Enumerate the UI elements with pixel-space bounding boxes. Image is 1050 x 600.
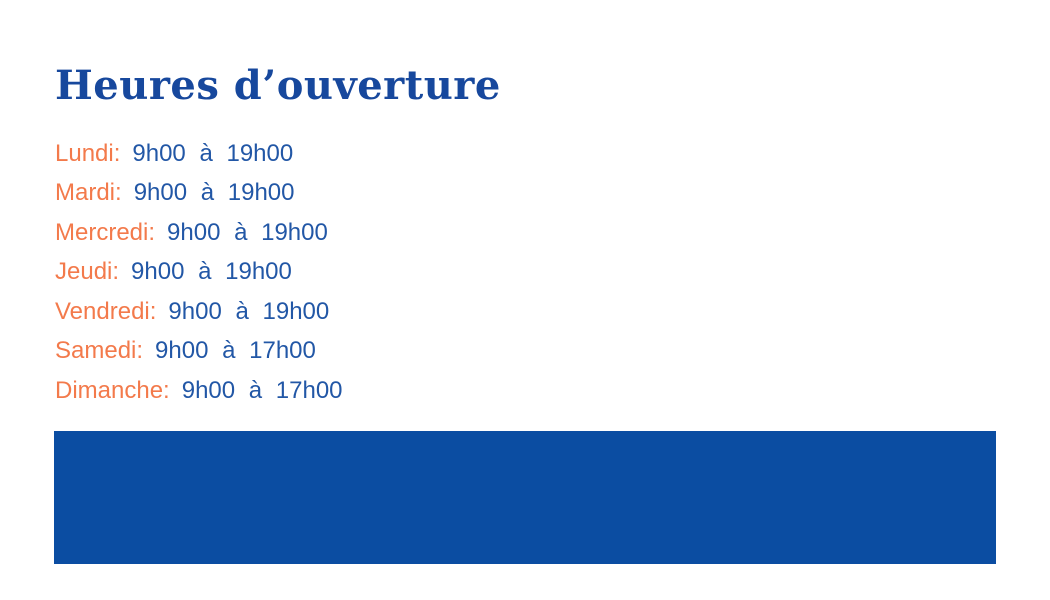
hours-list: Lundi: 9h00 à 19h00 Mardi: 9h00 à 19h00 … [55,134,343,411]
day-label: Lundi: [55,139,121,167]
time-value: 9h00 à 19h00 [168,297,330,325]
hours-row-tuesday: Mardi: 9h00 à 19h00 [55,174,343,214]
time-value: 9h00 à 19h00 [167,218,328,246]
hours-row-thursday: Jeudi: 9h00 à 19h00 [55,253,343,293]
day-label: Mercredi: [55,218,156,246]
hours-row-monday: Lundi: 9h00 à 19h00 [55,134,343,174]
time-value: 9h00 à 17h00 [155,337,316,365]
blue-banner [54,431,996,564]
day-label: Mardi: [55,179,122,207]
hours-row-wednesday: Mercredi: 9h00 à 19h00 [55,213,343,253]
hours-row-friday: Vendredi: 9h00 à 19h00 [55,292,343,332]
page-title: Heures d’ouverture [55,62,501,109]
time-value: 9h00 à 19h00 [131,258,292,286]
day-label: Vendredi: [55,297,157,325]
day-label: Dimanche: [55,376,170,404]
day-label: Jeudi: [55,258,120,286]
time-value: 9h00 à 19h00 [133,179,295,207]
hours-row-saturday: Samedi: 9h00 à 17h00 [55,332,343,372]
hours-row-sunday: Dimanche: 9h00 à 17h00 [55,371,343,411]
day-label: Samedi: [55,337,144,365]
time-value: 9h00 à 17h00 [181,376,343,404]
time-value: 9h00 à 19h00 [132,139,294,167]
